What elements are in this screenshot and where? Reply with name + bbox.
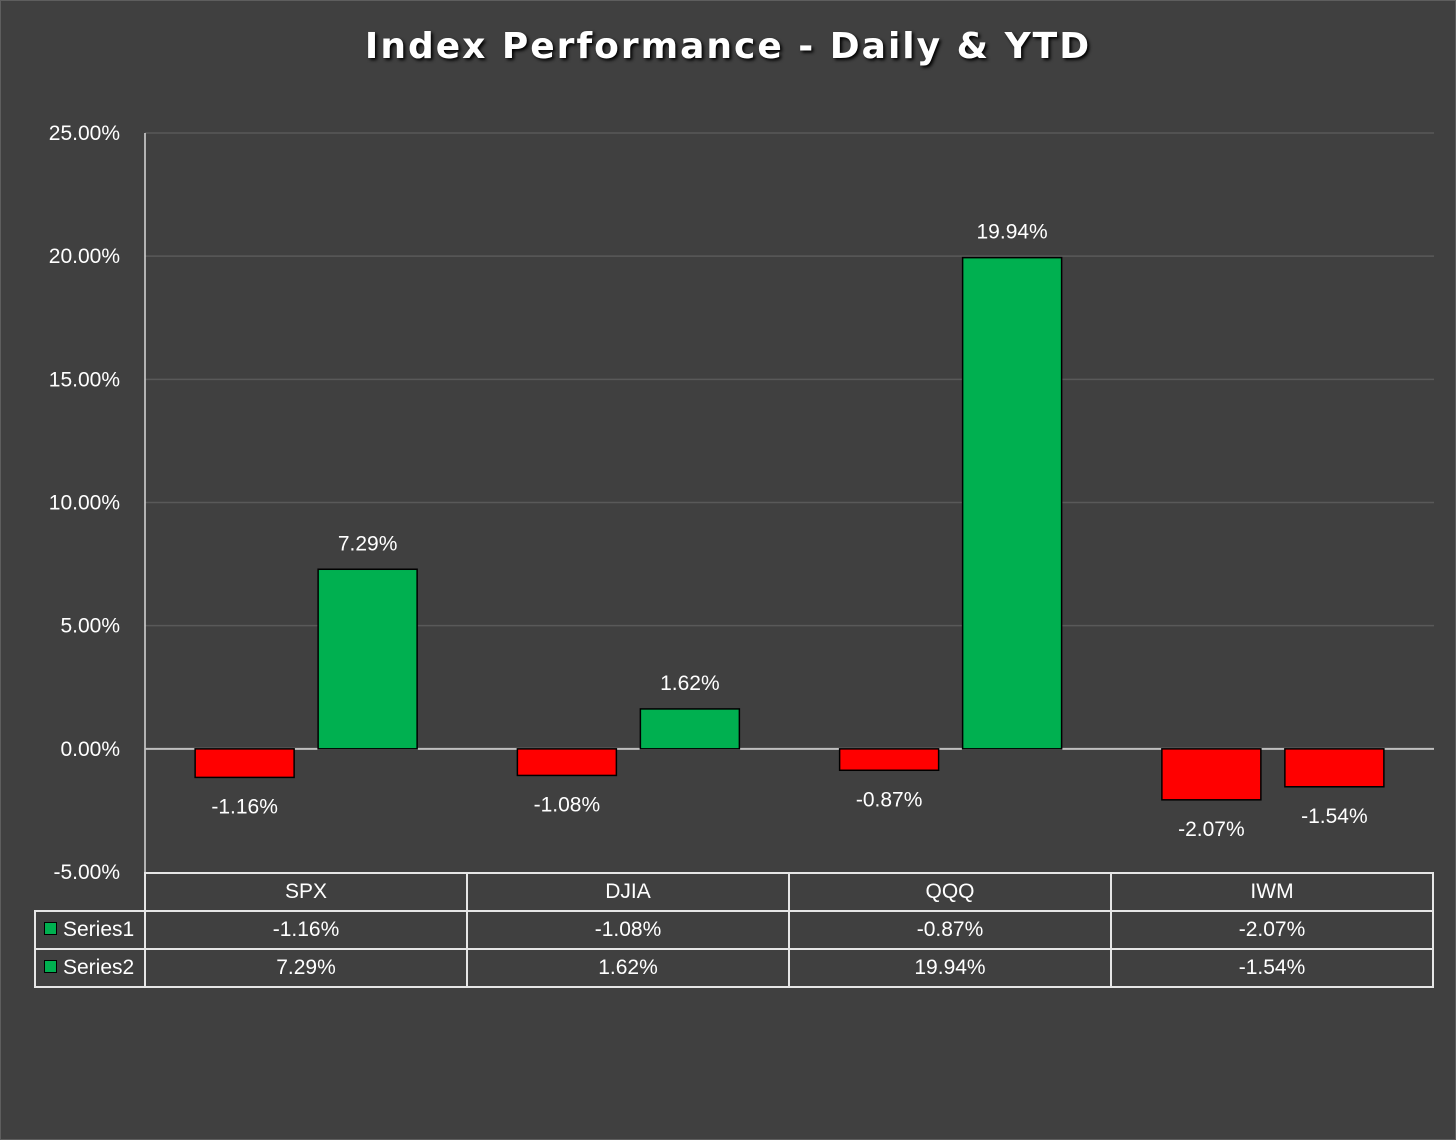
table-row: Series2 7.29% 1.62% 19.94% -1.54% — [34, 948, 1434, 988]
data-label: -1.16% — [211, 795, 278, 818]
table-cell: 19.94% — [788, 948, 1112, 988]
table-cell: 1.62% — [466, 948, 790, 988]
data-table: SPX DJIA QQQ IWM Series1 -1.16% -1.08% -0.87% -2… — [34, 872, 1434, 988]
series-name-label: Series2 — [63, 956, 135, 979]
chart-title: Index Performance - Daily & YTD — [364, 26, 1092, 67]
table-cell: -1.08% — [466, 910, 790, 950]
y-tick-label: 0.00% — [60, 738, 120, 761]
table-cell: -2.07% — [1110, 910, 1434, 950]
data-label: -1.54% — [1301, 805, 1368, 828]
y-tick-label: 10.00% — [49, 492, 120, 515]
bar-djia-series2 — [639, 708, 741, 750]
bar-qqq-series1 — [838, 748, 940, 772]
series-name-label: Series1 — [63, 918, 135, 941]
bar-djia-series1 — [516, 748, 618, 777]
bar-qqq-series2 — [961, 256, 1063, 750]
category-label: SPX — [144, 872, 468, 912]
y-tick-label: 20.00% — [49, 245, 120, 268]
bar-iwm-series1 — [1161, 748, 1262, 801]
table-row: Series1 -1.16% -1.08% -0.87% -2.07% — [34, 910, 1434, 950]
series-name-cell: Series1 — [34, 910, 146, 950]
data-label: -0.87% — [856, 788, 923, 811]
data-label: -2.07% — [1178, 818, 1245, 841]
table-corner — [35, 873, 146, 912]
data-label: -1.08% — [534, 793, 601, 816]
table-header-row: SPX DJIA QQQ IWM — [35, 872, 1434, 912]
category-label: QQQ — [788, 872, 1112, 912]
table-cell: -0.87% — [788, 910, 1112, 950]
category-label: IWM — [1110, 872, 1434, 912]
legend-key-icon — [44, 921, 57, 935]
data-label: 7.29% — [338, 532, 398, 555]
legend-key-icon — [44, 959, 57, 973]
series-name-cell: Series2 — [34, 948, 146, 988]
category-label: DJIA — [466, 872, 790, 912]
table-cell: 7.29% — [144, 948, 468, 988]
axes: 25.00%20.00%15.00%10.00%5.00%0.00%-5.00% — [49, 122, 1434, 884]
bar-spx-series2 — [317, 568, 418, 750]
table-cell: -1.54% — [1110, 948, 1434, 988]
data-label: 19.94% — [977, 221, 1048, 244]
data-labels: -1.16% 7.29% -1.08% 1.62% -0.87% 19.94% -2.07%… — [211, 221, 1367, 841]
bar-spx-series1 — [194, 748, 295, 779]
y-tick-label: 5.00% — [60, 615, 120, 638]
table-cell: -1.16% — [144, 910, 468, 950]
y-tick-label: 15.00% — [49, 368, 120, 391]
data-label: 1.62% — [660, 672, 720, 695]
bar-iwm-series2 — [1284, 748, 1385, 788]
bars — [194, 256, 1385, 801]
y-tick-label: 25.00% — [49, 122, 120, 145]
